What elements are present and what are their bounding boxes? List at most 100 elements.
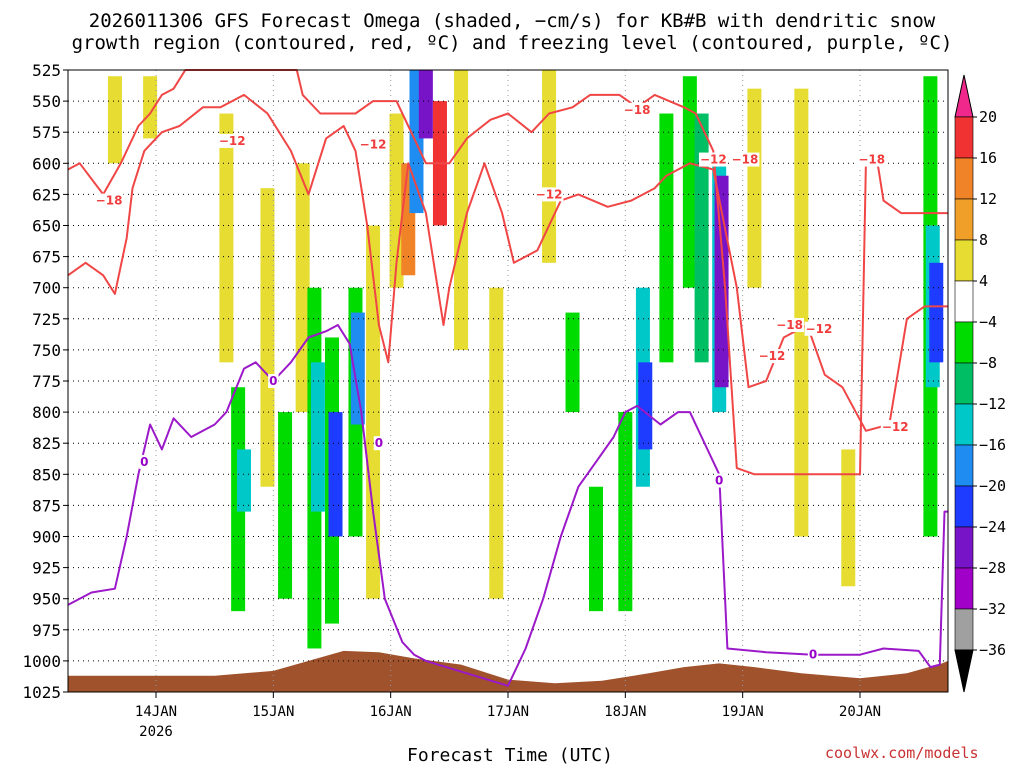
contour-label-14: 0 xyxy=(375,436,383,450)
x-tick-label-15: 15JAN xyxy=(252,704,294,720)
y-tick-label-950: 950 xyxy=(32,590,61,609)
y-tick-label-750: 750 xyxy=(32,341,61,360)
x-tick-year-label: 2026 xyxy=(139,724,173,740)
contour-label-2: −12 xyxy=(360,138,387,152)
omega-region-28 xyxy=(638,362,653,450)
colorbar-label-1: 16 xyxy=(979,149,997,167)
y-tick-label-925: 925 xyxy=(32,559,61,578)
x-tick-label-19: 19JAN xyxy=(722,704,764,720)
colorbar-label-2: 12 xyxy=(979,190,997,208)
terrain-fill xyxy=(68,650,948,692)
contour-label-15: 0 xyxy=(715,474,723,488)
x-tick-label-18: 18JAN xyxy=(604,704,646,720)
omega-region-36 xyxy=(841,449,856,587)
colorbar-label-13: −36 xyxy=(979,641,1006,659)
colorbar-segment-6 xyxy=(954,362,974,405)
y-tick-label-1000: 1000 xyxy=(22,652,61,671)
contour-label-9: −12 xyxy=(806,322,833,336)
omega-region-1 xyxy=(143,76,158,139)
x-axis-label: Forecast Time (UTC) xyxy=(407,745,613,766)
omega-region-14 xyxy=(350,312,365,425)
omega-region-39 xyxy=(929,262,944,363)
contour-label-4: −18 xyxy=(624,103,651,117)
colorbar-segment-11 xyxy=(954,567,974,610)
colorbar-extend-bottom xyxy=(954,649,974,693)
x-tick-label-14: 14JAN xyxy=(135,704,177,720)
x-tick-label-17: 17JAN xyxy=(487,704,529,720)
omega-region-31 xyxy=(694,113,709,363)
contour-label-7: −18 xyxy=(858,153,885,167)
omega-region-6 xyxy=(260,188,275,487)
contour-label-1: −12 xyxy=(219,134,246,148)
y-tick-label-1025: 1025 xyxy=(22,683,61,702)
contour-label-6: −18 xyxy=(732,153,759,167)
omega-region-25 xyxy=(589,486,603,612)
chart-title-line-1: 2026011306 GFS Forecast Omega (shaded, −… xyxy=(88,10,936,32)
y-tick-label-600: 600 xyxy=(32,154,61,173)
omega-region-26 xyxy=(618,412,633,612)
axes-layer: 525 550 575 600 625 650 675 700 725 750 775 800 825 8… xyxy=(22,61,949,740)
colorbar-segment-8 xyxy=(954,444,974,487)
y-tick-label-700: 700 xyxy=(32,279,61,298)
omega-region-34 xyxy=(747,88,762,288)
omega-region-19 xyxy=(418,70,433,139)
omega-region-7 xyxy=(278,412,293,599)
colorbar-segment-12 xyxy=(954,608,974,651)
y-tick-label-625: 625 xyxy=(32,185,61,204)
colorbar-segment-0 xyxy=(954,116,974,159)
y-tick-label-875: 875 xyxy=(32,496,61,515)
terrain-layer xyxy=(68,650,948,692)
isotherm-minus18-line xyxy=(67,69,948,476)
chart-title-line-2: growth region (contoured, red, ºC) and f… xyxy=(71,32,953,54)
y-tick-label-725: 725 xyxy=(32,310,61,329)
y-tick-label-525: 525 xyxy=(32,61,61,80)
grid-layer xyxy=(68,70,948,692)
omega-region-3 xyxy=(219,113,234,363)
x-tick-label-16: 16JAN xyxy=(370,704,412,720)
y-tick-label-975: 975 xyxy=(32,621,61,640)
contour-label-0: −18 xyxy=(96,194,123,208)
colorbar-segment-9 xyxy=(954,485,974,528)
colorbar-label-9: −20 xyxy=(979,477,1006,495)
colorbar-label-11: −28 xyxy=(979,559,1006,577)
y-tick-label-900: 900 xyxy=(32,528,61,547)
colorbar-label-6: −8 xyxy=(979,354,997,372)
contour-label-10: −12 xyxy=(759,349,786,363)
contour-label-5: −12 xyxy=(700,153,727,167)
x-tick-label-20: 20JAN xyxy=(839,704,881,720)
contour-label-12: 0 xyxy=(269,374,277,388)
y-tick-label-825: 825 xyxy=(32,434,61,453)
colorbar-label-3: 8 xyxy=(979,231,988,249)
contour-label-11: −12 xyxy=(882,420,909,434)
contour-label-layer: −18−12 −12−12−18−12 −18 −18−18 −12−12−120000… xyxy=(94,102,910,662)
freezing-level-line xyxy=(67,324,948,687)
contour-label-3: −12 xyxy=(536,187,563,201)
omega-region-5 xyxy=(237,449,251,512)
omega-region-16 xyxy=(389,113,404,288)
colorbar-label-0: 20 xyxy=(979,108,997,126)
omega-region-10 xyxy=(310,362,325,512)
colorbar-label-5: −4 xyxy=(979,313,997,331)
omega-region-30 xyxy=(682,76,697,288)
colorbar-label-7: −12 xyxy=(979,395,1006,413)
colorbar-segment-10 xyxy=(954,526,974,569)
y-tick-label-775: 775 xyxy=(32,372,61,391)
y-tick-label-550: 550 xyxy=(32,92,61,111)
y-tick-label-675: 675 xyxy=(32,248,61,267)
colorbar: 20 16 12 8 4 −4 −8 −12 −16 −20 −24 −28 −32 −36 xyxy=(954,74,1006,693)
omega-region-0 xyxy=(107,76,122,164)
omega-region-12 xyxy=(328,412,343,537)
y-tick-label-575: 575 xyxy=(32,123,61,142)
colorbar-label-10: −24 xyxy=(979,518,1006,536)
omega-region-2 xyxy=(190,76,205,214)
colorbar-label-4: 4 xyxy=(979,272,988,290)
omega-shading-layer xyxy=(107,70,944,649)
omega-region-24 xyxy=(565,312,580,413)
y-tick-label-850: 850 xyxy=(32,465,61,484)
colorbar-segment-1 xyxy=(954,157,974,200)
colorbar-extend-top xyxy=(954,74,974,118)
colorbar-segment-2 xyxy=(954,198,974,241)
omega-region-35 xyxy=(794,88,809,537)
y-tick-label-650: 650 xyxy=(32,217,61,236)
